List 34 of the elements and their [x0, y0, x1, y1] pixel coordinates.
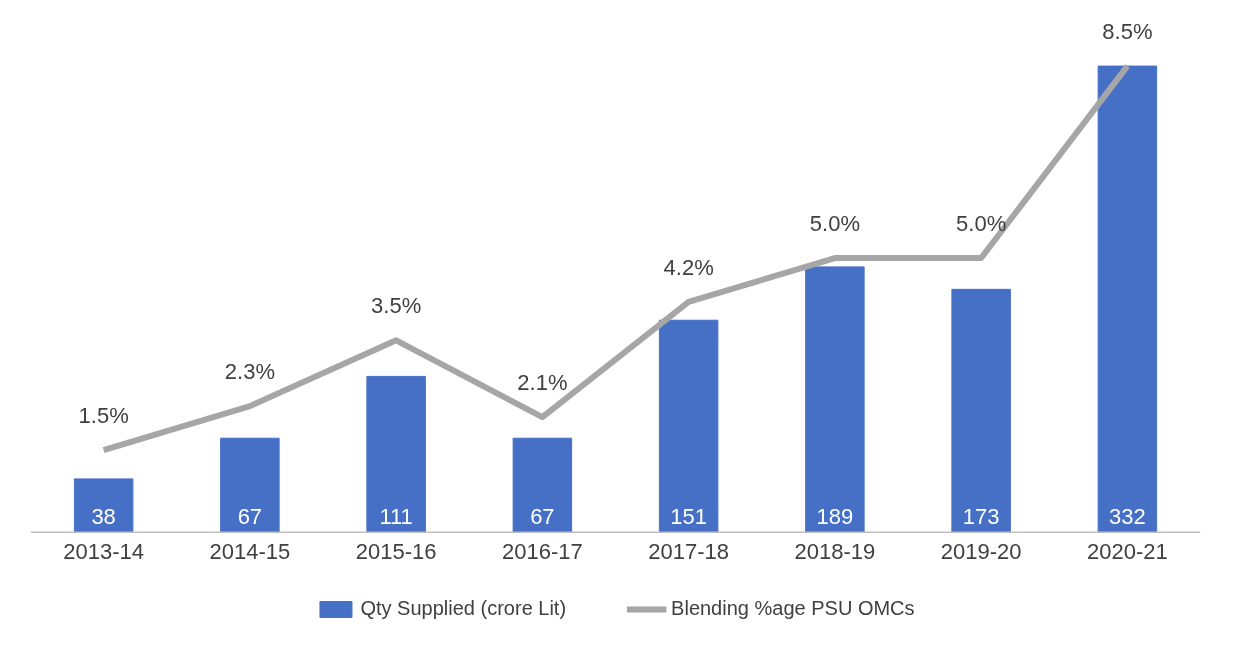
bar [805, 266, 865, 533]
data-label: 1.5% [78, 403, 129, 428]
bar [658, 319, 719, 533]
data-label: 67 [237, 504, 263, 530]
x-tick-label: 2017-18 [648, 539, 730, 565]
data-label: 5.0% [809, 211, 860, 237]
legend-label: Blending %age PSU OMCs [671, 597, 915, 620]
data-label: 189 [816, 504, 854, 530]
data-label: 173 [962, 504, 1000, 530]
data-label: 151 [670, 504, 707, 530]
data-label: 111 [379, 504, 413, 530]
data-label: 3.5% [371, 293, 422, 319]
bar [73, 478, 134, 533]
data-label: 5.0% [956, 211, 1007, 237]
x-tick-label: 2019-20 [940, 539, 1022, 565]
data-label: 2.3% [224, 359, 275, 385]
x-tick-label: 2016-17 [502, 539, 583, 565]
data-label: 4.2% [663, 254, 714, 280]
x-tick-label: 2015-16 [355, 539, 437, 565]
data-label: 38 [91, 504, 116, 530]
legend-label: Qty Supplied (crore Lit) [360, 597, 567, 620]
data-label: 8.5% [1102, 19, 1153, 45]
bar [1097, 65, 1158, 533]
bar [951, 288, 1011, 533]
bar [512, 437, 573, 533]
x-tick-label: 2013-14 [63, 539, 145, 565]
x-tick-label: 2020-21 [1087, 539, 1168, 565]
x-tick-label: 2018-19 [794, 539, 876, 565]
bar [220, 437, 280, 533]
data-label: 332 [1109, 504, 1146, 530]
data-label: 67 [530, 504, 555, 530]
x-tick-label: 2014-15 [209, 539, 291, 565]
data-label: 2.1% [517, 370, 568, 396]
bar [366, 375, 426, 533]
